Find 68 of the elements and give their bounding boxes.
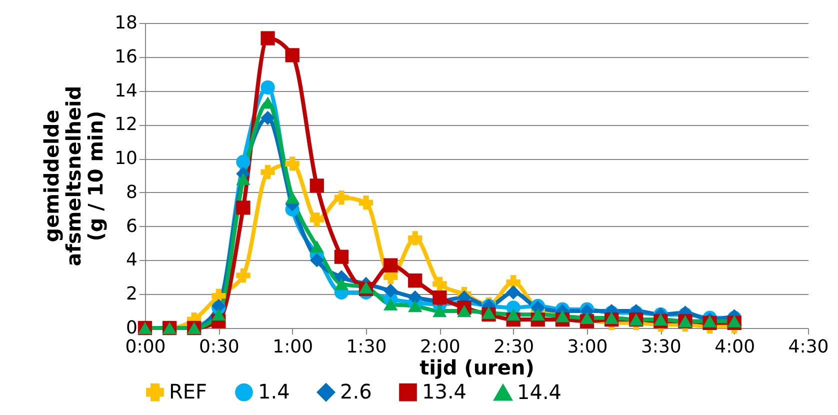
- point: [310, 178, 324, 193]
- point: [457, 304, 472, 318]
- y-tick-label: 8: [126, 182, 138, 203]
- point: [604, 312, 619, 324]
- x-tick-label: 0:30: [198, 336, 240, 358]
- point: [506, 308, 520, 321]
- legend-label: 2.6: [340, 379, 372, 404]
- y-tick-label: 4: [126, 250, 138, 271]
- point: [432, 304, 447, 318]
- point: [236, 200, 250, 215]
- point: [334, 278, 349, 290]
- y-tick-label: 6: [126, 216, 138, 237]
- legend-label: 1.4: [258, 379, 290, 404]
- x-tick-label: 3:30: [640, 336, 682, 358]
- point: [260, 31, 275, 46]
- point: [310, 240, 324, 253]
- x-tick-label: 4:00: [714, 336, 756, 358]
- point: [432, 276, 447, 292]
- point: [580, 312, 594, 324]
- y-tick-label: 0: [126, 318, 138, 338]
- y-tick-label: 14: [114, 80, 138, 102]
- point: [383, 258, 398, 272]
- y-axis-title: gemiddelde afsmeltsnelheid (g / 10 min): [40, 86, 108, 266]
- point: [408, 290, 422, 305]
- x-axis-title: tijd (uren): [420, 356, 534, 380]
- point: [408, 273, 422, 288]
- point: [358, 281, 374, 294]
- point: [408, 231, 422, 246]
- point: [310, 253, 324, 268]
- x-tick-label: 2:00: [420, 336, 460, 358]
- point: [260, 80, 275, 94]
- point: [212, 308, 226, 321]
- point: [310, 212, 324, 227]
- point: [285, 48, 300, 62]
- point: [702, 315, 717, 328]
- point: [358, 196, 374, 210]
- point: [260, 110, 275, 125]
- point: [236, 154, 250, 169]
- x-tick-label: 3:00: [567, 336, 608, 358]
- legend-label: 13.4: [422, 379, 467, 404]
- x-tick-label: 2:30: [494, 336, 534, 358]
- y-tick-label: 2: [126, 284, 138, 305]
- point: [236, 268, 250, 283]
- x-tick-label: 1:30: [346, 336, 387, 358]
- point: [506, 285, 520, 300]
- point: [236, 172, 250, 186]
- point: [383, 284, 398, 298]
- legend-label: REF: [169, 379, 208, 404]
- point: [654, 313, 668, 326]
- y-tick-label: 10: [114, 148, 138, 170]
- point: [482, 306, 496, 319]
- point: [530, 308, 545, 321]
- y-tick-label: 12: [114, 114, 138, 136]
- legend-label: 14.4: [517, 380, 562, 404]
- point: [432, 290, 447, 305]
- point: [285, 156, 300, 171]
- x-tick-label: 4:30: [788, 336, 829, 358]
- point: [408, 300, 422, 312]
- point: [334, 250, 349, 264]
- point: [285, 191, 300, 204]
- y-tick-label: 18: [114, 12, 138, 34]
- y-tick-label: 16: [114, 46, 138, 68]
- point: [727, 315, 742, 328]
- x-tick-label: 1:00: [272, 336, 314, 358]
- point: [383, 298, 398, 310]
- point: [334, 190, 349, 205]
- point: [260, 165, 275, 180]
- x-tick-label: 0:00: [125, 336, 166, 358]
